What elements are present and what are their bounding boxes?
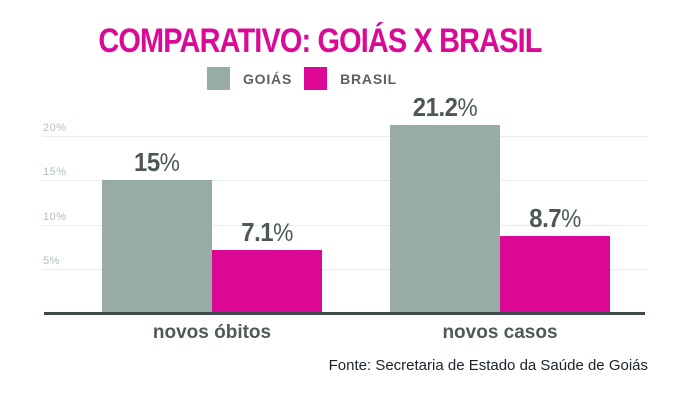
y-tick-label-10: 10%: [43, 211, 67, 223]
brasil-swatch-icon: [304, 67, 328, 90]
source-attribution: Fonte: Secretaria de Estado da Saúde de …: [328, 357, 648, 374]
y-tick-label-15: 15%: [43, 166, 67, 178]
goias-legend-label: GOIÁS: [242, 70, 293, 87]
chart-title: COMPARATIVO: GOIÁS X BRASIL: [98, 22, 542, 60]
bar-column-goias-novos-casos: 21.2%: [390, 94, 500, 313]
brasil-legend-label: BRASIL: [340, 70, 398, 87]
bar-value-label: 7.1%: [241, 217, 293, 248]
legend-item-goias: GOIÁS: [206, 67, 293, 90]
bar-value-label: 8.7%: [529, 203, 581, 234]
bar-brasil-novos-casos: [500, 236, 610, 313]
x-axis-line: [44, 312, 645, 315]
bar-value-label: 15%: [134, 147, 180, 178]
gridline-10: 10%: [42, 211, 648, 226]
gridline-15: 15%: [42, 166, 648, 181]
bar-column-brasil-novos-obitos: 7.1%: [212, 219, 322, 313]
y-tick-label-20: 20%: [43, 122, 67, 134]
bar-value-label: 21.2%: [412, 92, 478, 123]
bar-goias-novos-obitos: [102, 180, 212, 313]
gridline-5: 5%: [42, 255, 648, 270]
y-tick-label-5: 5%: [43, 255, 60, 267]
bar-goias-novos-casos: [390, 125, 500, 313]
legend-item-brasil: BRASIL: [304, 67, 397, 90]
category-label-novos-obitos: novos óbitos: [152, 322, 272, 343]
gridline-20: 20%: [42, 122, 648, 137]
bar-brasil-novos-obitos: [212, 250, 322, 313]
category-label-novos-casos: novos casos: [442, 322, 558, 343]
goias-swatch-icon: [206, 67, 230, 90]
bar-column-goias-novos-obitos: 15%: [102, 149, 212, 313]
legend: GOIÁS BRASIL: [0, 67, 604, 90]
bar-column-brasil-novos-casos: 8.7%: [500, 205, 610, 313]
